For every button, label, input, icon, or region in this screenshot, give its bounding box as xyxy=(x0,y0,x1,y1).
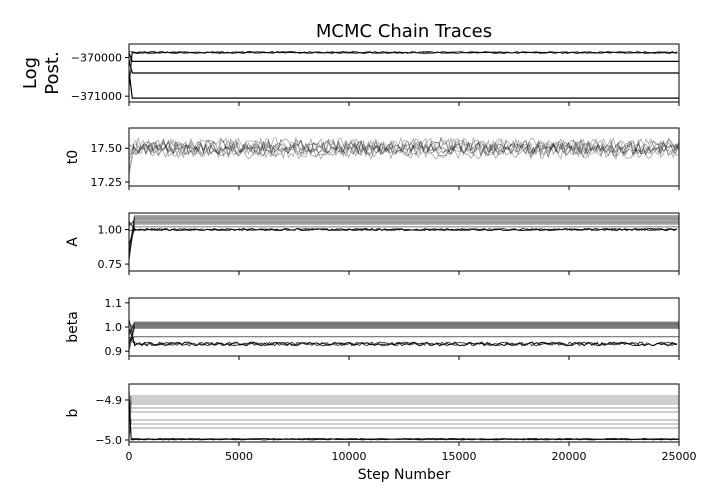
walker-line xyxy=(129,51,678,89)
walker-line xyxy=(129,427,679,438)
x-axis-label: Step Number xyxy=(358,467,451,483)
walker-traces xyxy=(129,318,679,351)
walker-line xyxy=(129,136,679,153)
y-tick-label: 17.25 xyxy=(91,176,123,189)
axes-frame xyxy=(128,127,680,187)
x-tick-label: 20000 xyxy=(552,450,587,463)
x-tick-label: 25000 xyxy=(662,450,697,463)
walker-line xyxy=(129,144,679,161)
walker-line xyxy=(129,222,679,255)
walker-line xyxy=(129,60,679,74)
walker-line xyxy=(129,401,679,438)
walker-line xyxy=(129,140,679,156)
panel-3: 0.75 1.00 A xyxy=(65,212,680,275)
y-axis-label: t0 xyxy=(65,150,81,164)
y-axis-label: A xyxy=(65,237,81,247)
walker-line xyxy=(129,227,678,232)
axes-frame xyxy=(128,212,680,272)
panel-5: −4.9 −5.0 0 5000 10000 15000 20000 25000 b xyxy=(65,383,697,463)
walker-traces xyxy=(129,50,679,99)
walker-line xyxy=(129,223,679,257)
y-axis-label: b xyxy=(65,408,81,417)
walker-line xyxy=(129,220,679,226)
y-tick-label: 1.1 xyxy=(105,297,123,310)
walker-line xyxy=(129,391,679,405)
walker-line xyxy=(129,140,679,156)
axes-frame xyxy=(128,383,680,443)
walker-line xyxy=(129,216,679,260)
y-tick-label: 1.0 xyxy=(105,321,123,334)
y-tick-label: −4.9 xyxy=(95,394,122,407)
x-tick-label: 5000 xyxy=(225,450,253,463)
walker-traces xyxy=(129,391,679,441)
panel-1: −370000 −371000 LogPost. xyxy=(20,43,680,106)
walker-line xyxy=(129,406,679,441)
walker-line xyxy=(129,400,679,409)
x-tick-label: 15000 xyxy=(442,450,477,463)
y-tick-label: −370000 xyxy=(71,52,122,65)
walker-line xyxy=(129,215,679,261)
walker-line xyxy=(129,52,679,62)
walker-line xyxy=(129,327,677,347)
y-tick-label: 17.50 xyxy=(91,142,123,155)
x-tick-label: 10000 xyxy=(332,450,367,463)
walker-line xyxy=(129,403,679,413)
walker-line xyxy=(129,321,679,334)
walker-line xyxy=(129,395,679,399)
walker-line xyxy=(129,395,679,441)
panel-4: 0.9 1.0 1.1 beta xyxy=(65,297,680,360)
walker-line xyxy=(129,51,678,66)
walker-line xyxy=(129,142,679,176)
walker-line xyxy=(129,138,679,171)
y-tick-label: −5.0 xyxy=(95,434,122,447)
walker-line xyxy=(129,217,679,249)
walker-line xyxy=(129,326,679,351)
walker-traces xyxy=(129,136,679,176)
y-axis-label: beta xyxy=(65,311,81,343)
walker-line xyxy=(129,336,679,342)
x-tick-label: 0 xyxy=(126,450,133,463)
walker-line xyxy=(129,219,679,227)
walker-line xyxy=(129,141,679,158)
trace-panels: −370000 −371000 LogPost. 17.25 17.50 t0 0.75 1.… xyxy=(20,43,697,463)
y-tick-label: 0.9 xyxy=(105,345,123,358)
y-axis-label: LogPost. xyxy=(20,51,63,94)
walker-line xyxy=(129,226,679,248)
walker-line xyxy=(129,399,679,407)
walker-line xyxy=(129,395,679,418)
walker-line xyxy=(129,399,679,425)
y-tick-label: 0.75 xyxy=(98,258,123,271)
walker-traces xyxy=(129,215,679,261)
y-tick-label: −371000 xyxy=(71,90,122,103)
panel-2: 17.25 17.50 t0 xyxy=(65,127,680,190)
axes-frame xyxy=(128,43,680,103)
walker-line xyxy=(129,50,678,54)
chart-title: MCMC Chain Traces xyxy=(316,21,492,42)
walker-line xyxy=(129,70,679,99)
walker-line xyxy=(129,419,679,434)
walker-line xyxy=(129,137,679,161)
y-tick-label: 1.00 xyxy=(98,224,123,237)
